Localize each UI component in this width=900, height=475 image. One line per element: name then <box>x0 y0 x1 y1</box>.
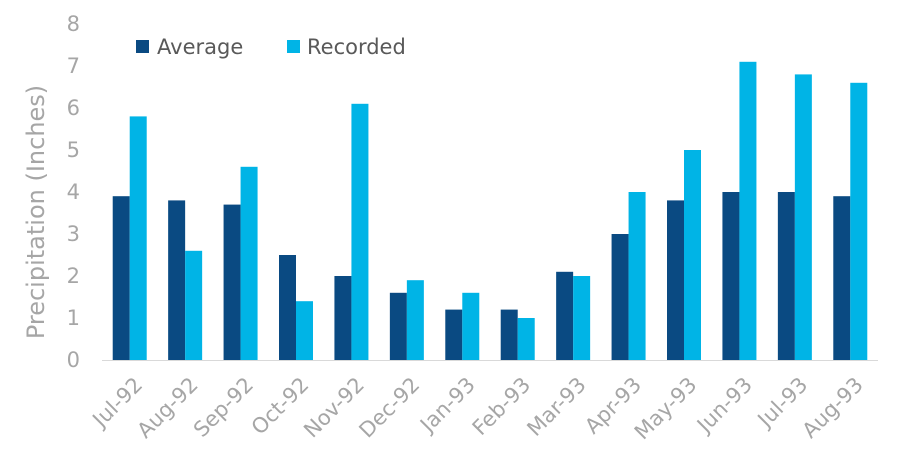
bar-recorded-oct-92 <box>296 301 313 360</box>
bar-average-sep-92 <box>223 204 241 360</box>
legend-label-average: Average <box>157 35 243 59</box>
bar-average-aug-92 <box>168 200 186 360</box>
y-tick-label: 0 <box>67 348 80 372</box>
bar-average-jun-93 <box>722 192 740 360</box>
x-tick-label: Sep-92 <box>189 373 258 442</box>
bar-average-nov-92 <box>334 276 352 360</box>
x-tick-label: May-93 <box>630 373 702 445</box>
bar-recorded-jul-93 <box>794 74 812 361</box>
x-tick-label: Jun-93 <box>691 373 757 439</box>
bar-average-apr-93 <box>611 234 629 360</box>
bar-recorded-apr-93 <box>628 192 646 360</box>
bar-recorded-may-93 <box>684 150 701 360</box>
bar-recorded-jan-93 <box>462 292 480 360</box>
x-tick-label: Feb-93 <box>468 373 536 441</box>
bar-recorded-mar-93 <box>573 276 591 360</box>
bar-average-oct-92 <box>279 255 296 360</box>
bar-average-jul-93 <box>777 192 795 360</box>
x-tick-label: Mar-93 <box>522 373 590 441</box>
bar-average-may-93 <box>667 200 684 360</box>
x-tick-label: Aug-92 <box>132 373 202 443</box>
bar-recorded-aug-93 <box>850 82 868 361</box>
y-tick-label: 4 <box>67 180 80 204</box>
y-tick-label: 7 <box>67 54 80 78</box>
x-tick-label: Aug-93 <box>798 373 868 443</box>
bar-average-mar-93 <box>556 271 574 360</box>
legend-label-recorded: Recorded <box>307 35 406 59</box>
y-axis-title: Precipitation (Inches) <box>22 85 50 339</box>
y-tick-label: 1 <box>67 306 80 330</box>
bar-recorded-aug-92 <box>185 250 203 360</box>
y-tick-label: 8 <box>67 12 80 36</box>
x-tick-label: Nov-92 <box>299 373 369 443</box>
bar-average-feb-93 <box>500 309 518 360</box>
bar-average-dec-92 <box>389 292 407 360</box>
bar-recorded-jun-93 <box>739 61 757 361</box>
bar-average-jul-92 <box>112 196 130 360</box>
y-tick-label: 2 <box>67 264 80 288</box>
y-axis-ticks: 0 1 2 3 4 5 6 7 8 <box>67 12 80 372</box>
legend-swatch-recorded <box>287 40 300 53</box>
legend-swatch-average <box>136 40 149 53</box>
x-axis-ticks: Jul-92Aug-92Sep-92Oct-92Nov-92Dec-92Jan-… <box>87 373 868 445</box>
bar-average-jan-93 <box>445 309 463 360</box>
x-tick-label: Dec-92 <box>354 373 424 443</box>
bar-average-aug-93 <box>833 196 851 360</box>
bar-recorded-feb-93 <box>517 318 535 360</box>
y-tick-label: 3 <box>67 222 80 246</box>
x-tick-label: Jan-93 <box>414 373 480 439</box>
bar-recorded-sep-92 <box>240 166 258 360</box>
y-axis-title-group: Precipitation (Inches) <box>22 85 50 339</box>
y-tick-label: 6 <box>67 96 80 120</box>
legend: Average Recorded <box>136 35 406 59</box>
y-tick-label: 5 <box>67 138 80 162</box>
bar-recorded-nov-92 <box>351 103 369 361</box>
bars <box>112 61 868 361</box>
bar-recorded-jul-92 <box>129 116 147 361</box>
bar-recorded-dec-92 <box>406 280 424 360</box>
